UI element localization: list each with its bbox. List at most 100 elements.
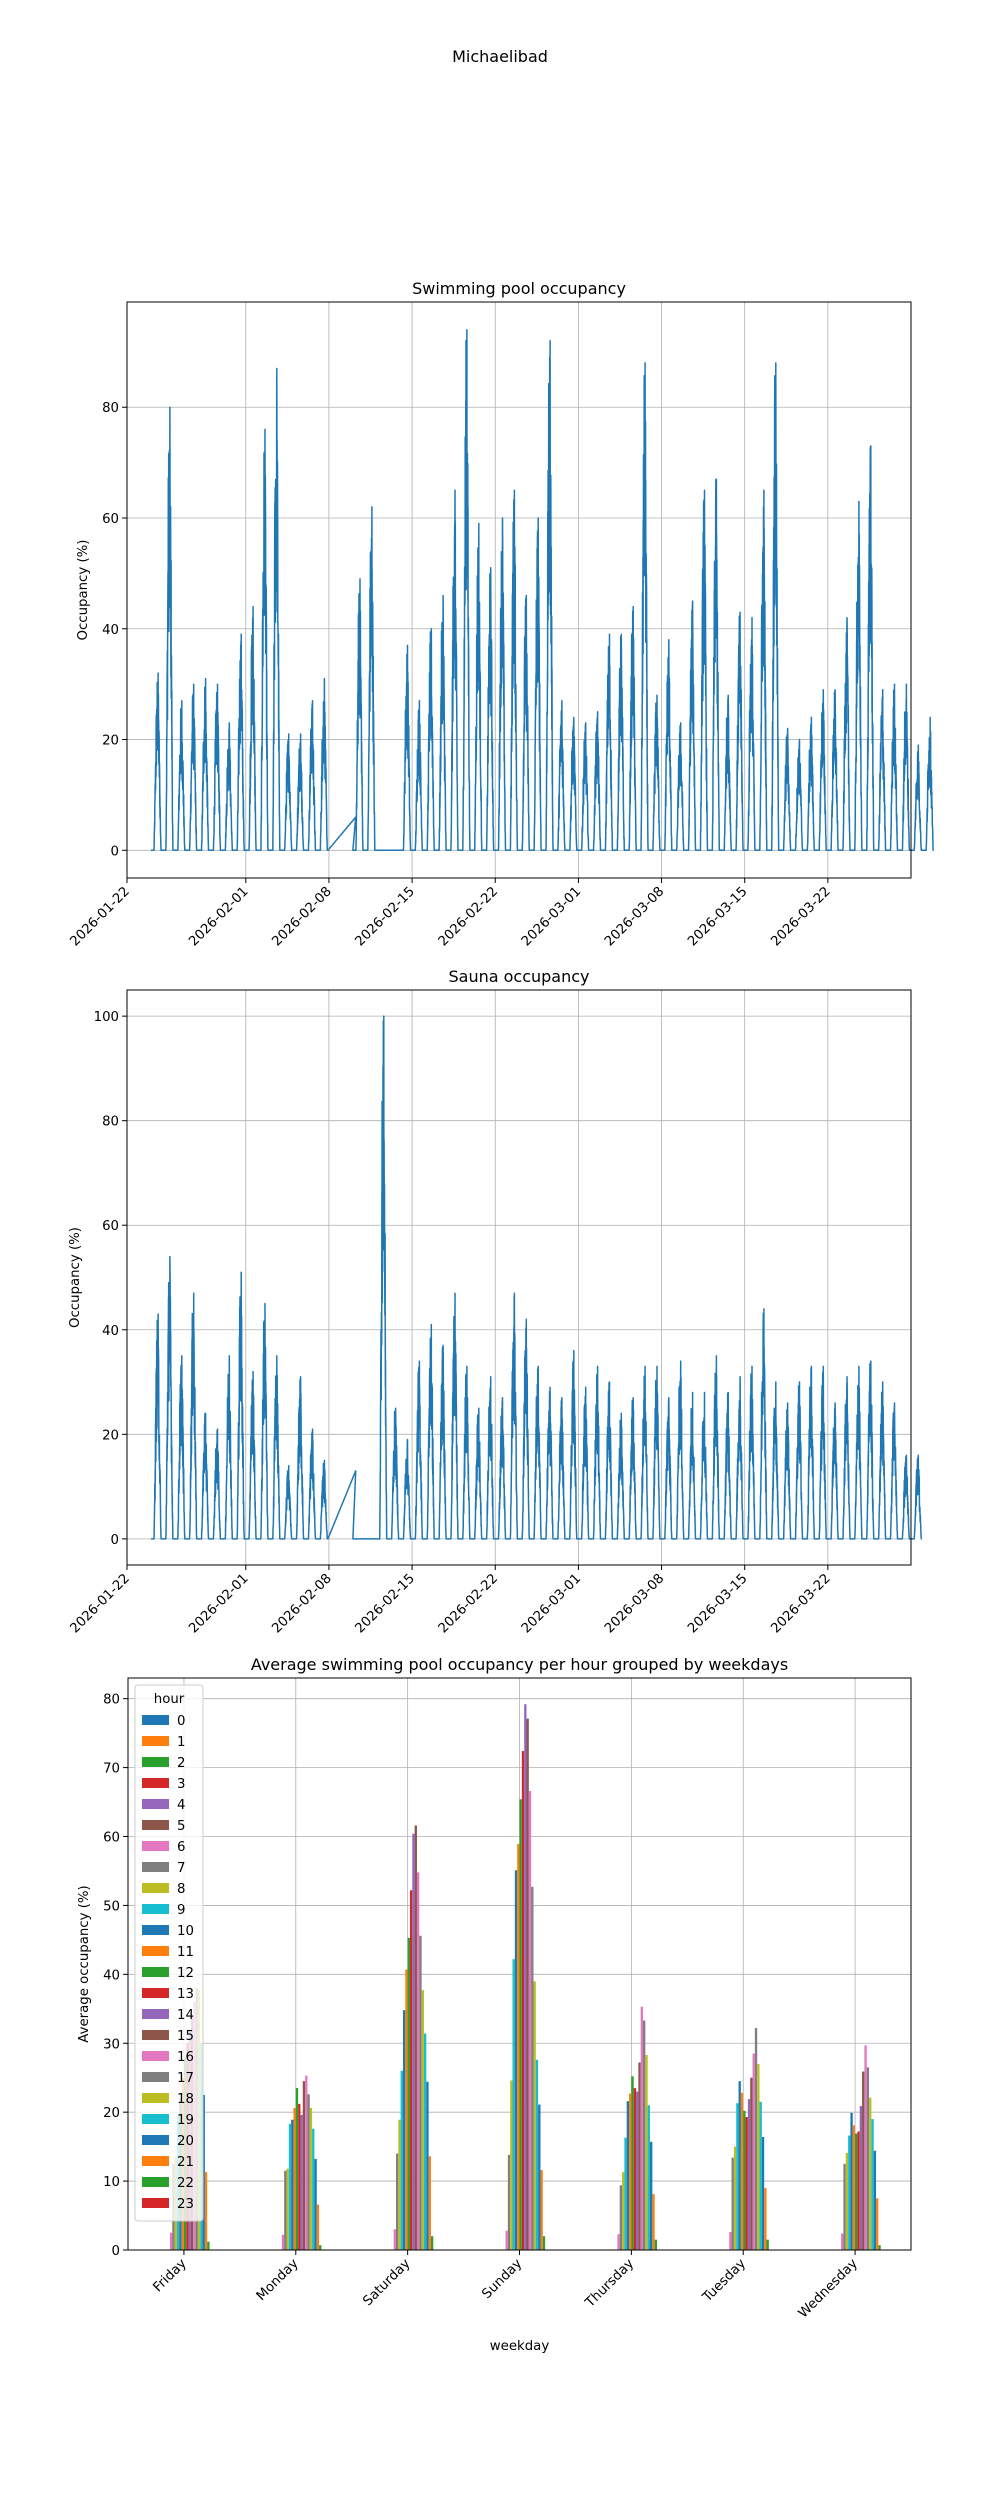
legend-label: 2: [177, 1756, 185, 1771]
bar-hour-17: [419, 1935, 422, 2250]
bar-hour-12: [631, 2076, 634, 2250]
bar-hour-13: [857, 2131, 860, 2250]
bar-hour-9: [400, 2070, 403, 2250]
bar-hour-15: [862, 2071, 865, 2250]
bar-hour-14: [300, 2114, 303, 2250]
legend-label: 6: [177, 1840, 185, 1855]
y-tick-label: 0: [111, 844, 119, 859]
bar-hour-16: [305, 2075, 308, 2250]
x-tick-label: 2026-03-15: [685, 1571, 750, 1636]
legend-label: 23: [177, 2197, 194, 2212]
bar-hour-20: [426, 2081, 429, 2250]
bar-hour-14: [412, 1833, 415, 2250]
bar-hour-8: [510, 2080, 513, 2250]
chart-title: Sauna occupancy: [448, 967, 589, 986]
bar-hour-13: [521, 1751, 525, 2250]
y-axis-label: Occupancy (%): [76, 540, 91, 641]
bar-hour-18: [757, 2063, 760, 2250]
x-tick-label: 2026-03-22: [768, 884, 833, 949]
bar-hour-7: [507, 2154, 511, 2250]
legend-label: 19: [177, 2113, 194, 2128]
y-tick-label: 60: [102, 1219, 119, 1234]
y-tick-label: 80: [102, 401, 119, 416]
y-tick-label: 40: [103, 1968, 120, 1983]
legend-label: 1: [177, 1735, 185, 1750]
y-tick-label: 0: [112, 2244, 120, 2259]
axes-frame: [126, 989, 912, 1566]
bar-hour-7: [843, 2163, 846, 2250]
bar-hour-12: [407, 1937, 410, 2250]
x-tick-label: Tuesday: [699, 2256, 749, 2306]
legend-swatch: [142, 2156, 169, 2166]
legend-label: 8: [177, 1882, 185, 1897]
series-line: [151, 1015, 923, 1540]
y-tick-label: 100: [94, 1010, 119, 1025]
bar-hour-7: [284, 2170, 287, 2250]
axes-frame: [126, 301, 912, 879]
bar-hour-10: [291, 2119, 294, 2250]
y-tick-label: 30: [103, 2037, 120, 2052]
bar-hour-22: [766, 2239, 769, 2250]
bar-hour-18: [869, 2097, 872, 2250]
bar-hour-8: [622, 2172, 625, 2250]
chart-1: 2026-01-22 2026-02-01 2026-02-08 2026-02-15…: [68, 967, 923, 1636]
y-tick-label: 60: [102, 512, 119, 527]
bar-hour-11: [852, 2125, 856, 2250]
x-tick-label: 2026-03-08: [602, 884, 667, 949]
bar-hour-12: [519, 1799, 522, 2250]
bar-hour-18: [421, 1990, 424, 2250]
chart-2: Friday Monday Saturday Sunday Thursday Tuesda…: [77, 1655, 912, 2354]
legend-swatch: [142, 1715, 169, 1725]
bar-hour-20: [650, 2141, 653, 2250]
x-tick-label: 2026-01-22: [68, 1571, 133, 1636]
bar-hour-22: [430, 2236, 434, 2250]
legend-swatch: [142, 2051, 169, 2061]
bar-hour-11: [405, 1969, 408, 2250]
legend-swatch: [142, 2093, 169, 2103]
legend-label: 12: [177, 1966, 194, 1981]
bar-hour-16: [416, 1872, 420, 2250]
legend-label: 21: [177, 2155, 194, 2170]
bar-hour-8: [286, 2168, 289, 2250]
bar-hour-15: [750, 2077, 753, 2250]
legend-label: 13: [177, 1987, 194, 2002]
legend-label: 17: [177, 2071, 194, 2086]
bar-hour-17: [754, 2028, 758, 2250]
bar-hour-9: [848, 2135, 851, 2250]
bar-hour-15: [638, 2062, 641, 2250]
bar-hour-14: [636, 2091, 639, 2250]
legend-label: 10: [177, 1924, 194, 1939]
legend-label: 9: [177, 1903, 185, 1918]
bar-hour-19: [423, 2033, 427, 2250]
bar-hour-6: [393, 2229, 396, 2250]
bar-hour-20: [873, 2150, 877, 2250]
legend-swatch: [142, 1925, 169, 1935]
bar-hour-14: [859, 2105, 863, 2250]
x-tick-label: 2026-02-08: [270, 1571, 335, 1636]
legend-swatch: [142, 1820, 169, 1830]
x-axis-label: weekday: [490, 2339, 550, 2354]
bar-hour-10: [514, 1870, 518, 2250]
bar-hour-8: [845, 2152, 849, 2250]
y-axis-label: Average occupancy (%): [77, 1885, 92, 2042]
legend-swatch: [142, 2198, 169, 2208]
x-tick-label: 2026-02-15: [353, 884, 418, 949]
legend-label: 18: [177, 2092, 194, 2107]
legend-swatch: [142, 1841, 169, 1851]
x-tick-label: Sunday: [480, 2256, 526, 2302]
legend-swatch: [142, 1778, 169, 1788]
legend-label: 14: [177, 2008, 194, 2023]
legend-swatch: [142, 1757, 169, 1767]
x-tick-label: 2026-02-01: [186, 1571, 251, 1636]
x-tick-label: 2026-02-01: [186, 884, 251, 949]
bar-hour-19: [312, 2128, 315, 2250]
bar-hour-16: [864, 2045, 867, 2250]
legend-swatch: [142, 1862, 169, 1872]
bar-hour-20: [538, 2104, 541, 2250]
bar-hour-18: [645, 2054, 648, 2250]
y-tick-label: 60: [103, 1831, 120, 1846]
x-tick-label: 2026-02-08: [270, 884, 335, 949]
bar-hour-16: [528, 1791, 532, 2250]
bar-hour-6: [617, 2234, 620, 2250]
chart-title: Swimming pool occupancy: [412, 279, 626, 298]
